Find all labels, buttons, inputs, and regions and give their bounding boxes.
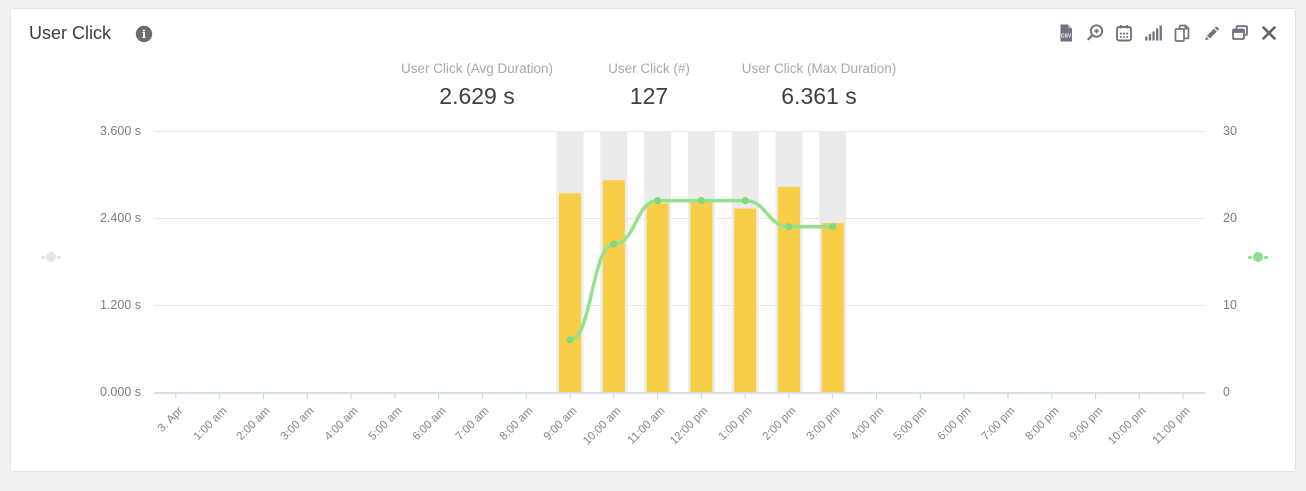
x-axis-label: 7:00 am	[454, 405, 492, 443]
right-axis-tick-label: 10	[1223, 298, 1237, 312]
count-line-marker[interactable]	[654, 197, 662, 205]
chart-bars-icon[interactable]	[1143, 23, 1163, 43]
avg-duration-bar[interactable]	[777, 186, 800, 392]
x-axis-label: 2:00 pm	[760, 405, 799, 443]
x-axis-label: 6:00 pm	[935, 405, 974, 443]
right-axis-handle[interactable]	[1248, 252, 1268, 262]
x-axis-label: 10:00 am	[580, 405, 624, 448]
user-click-widget: User Click i CSV User Click (Avg Duratio…	[10, 8, 1296, 472]
page-title: User Click	[29, 23, 112, 43]
left-axis-tick-label: 0.000 s	[99, 385, 141, 399]
right-axis-tick-label: 30	[1223, 124, 1237, 138]
svg-text:i: i	[142, 28, 146, 41]
x-axis-label: 11:00 am	[625, 405, 668, 447]
x-axis-label: 3. Apr	[155, 405, 186, 435]
x-axis-label: 5:00 am	[366, 405, 405, 443]
right-axis-tick-label: 0	[1223, 385, 1230, 399]
count-line-marker[interactable]	[741, 197, 749, 205]
metric-value: 2.629 s	[439, 83, 515, 109]
metric-label: User Click (Avg Duration)	[400, 61, 554, 76]
metric-value: 6.361 s	[781, 83, 857, 109]
close-icon[interactable]	[1259, 23, 1279, 43]
left-axis-tick-label: 2.400 s	[99, 211, 141, 225]
calendar-icon[interactable]	[1114, 23, 1134, 43]
avg-duration-bar[interactable]	[646, 203, 669, 393]
left-axis-tick-label: 1.200 s	[99, 298, 141, 312]
x-axis-label: 4:00 am	[322, 405, 361, 443]
plot-area	[154, 131, 1205, 406]
count-line-marker[interactable]	[785, 223, 793, 231]
x-axis-label: 8:00 pm	[1023, 405, 1062, 443]
x-axis-label: 1:00 am	[191, 405, 230, 443]
left-axis-tick-label: 3.600 s	[99, 124, 141, 138]
count-line-marker[interactable]	[829, 223, 837, 231]
window-icon[interactable]	[1230, 23, 1250, 43]
avg-duration-bar[interactable]	[821, 223, 844, 392]
right-axis-tick-label: 20	[1223, 211, 1237, 225]
x-axis-label: 8:00 am	[497, 405, 536, 443]
x-axis-label: 11:00 pm	[1150, 405, 1193, 447]
zoom-in-icon[interactable]	[1085, 23, 1105, 43]
x-axis-label: 5:00 pm	[891, 405, 930, 443]
x-axis-label: 2:00 am	[235, 405, 273, 443]
avg-duration-bar[interactable]	[734, 208, 757, 392]
x-axis-label: 3:00 am	[278, 405, 317, 443]
edit-icon[interactable]	[1201, 23, 1221, 43]
svg-text:CSV: CSV	[1061, 34, 1072, 40]
metric-label: User Click (#)	[608, 61, 690, 76]
x-axis-label: 3:00 pm	[804, 405, 843, 443]
x-axis-label: 12:00 pm	[668, 405, 711, 448]
x-axis-label: 7:00 pm	[979, 405, 1018, 443]
x-axis-label: 6:00 am	[410, 405, 449, 443]
x-axis-label: 10:00 pm	[1106, 405, 1149, 448]
x-axis-label: 9:00 am	[541, 405, 580, 443]
x-axis-label: 1:00 pm	[716, 405, 755, 443]
x-axis-label: 4:00 pm	[848, 405, 887, 443]
avg-duration-bar[interactable]	[559, 193, 582, 392]
metric-count: User Click (#) 127	[608, 61, 690, 110]
info-icon[interactable]: i	[135, 25, 153, 43]
combo-chart	[154, 131, 1205, 399]
count-line-marker[interactable]	[697, 197, 705, 205]
avg-duration-bar[interactable]	[690, 201, 713, 392]
count-line-marker[interactable]	[566, 336, 574, 344]
count-line-marker[interactable]	[610, 240, 618, 248]
metric-max-duration: User Click (Max Duration) 6.361 s	[742, 61, 897, 110]
x-axis-label: 9:00 pm	[1067, 405, 1106, 443]
avg-duration-bar[interactable]	[602, 180, 625, 392]
metric-label: User Click (Max Duration)	[741, 61, 897, 76]
left-axis-handle[interactable]	[41, 252, 61, 262]
widget-toolbar: CSV	[1056, 23, 1279, 43]
metric-avg-duration: User Click (Avg Duration) 2.629 s	[401, 61, 553, 110]
copy-icon[interactable]	[1172, 23, 1192, 43]
csv-export-icon[interactable]: CSV	[1056, 23, 1076, 43]
metric-value: 127	[629, 83, 669, 109]
